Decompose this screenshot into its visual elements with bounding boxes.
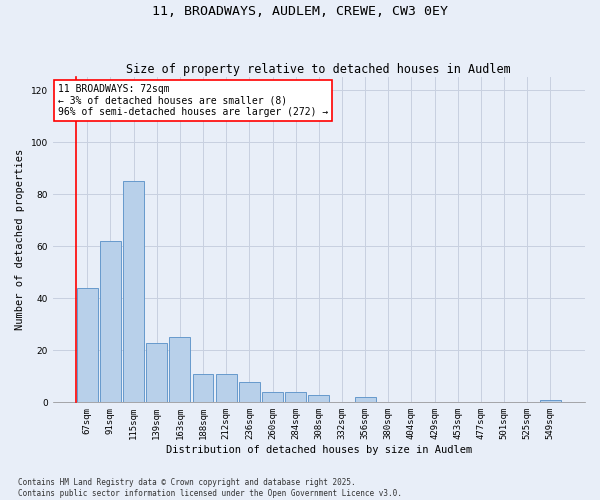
Bar xyxy=(262,392,283,402)
Bar xyxy=(239,382,260,402)
Text: Contains HM Land Registry data © Crown copyright and database right 2025.
Contai: Contains HM Land Registry data © Crown c… xyxy=(18,478,402,498)
Bar xyxy=(308,394,329,402)
Text: 11, BROADWAYS, AUDLEM, CREWE, CW3 0EY: 11, BROADWAYS, AUDLEM, CREWE, CW3 0EY xyxy=(152,5,448,18)
Bar xyxy=(355,397,376,402)
Bar xyxy=(146,342,167,402)
Bar xyxy=(285,392,306,402)
Bar xyxy=(77,288,98,403)
Bar xyxy=(216,374,236,402)
Bar xyxy=(169,338,190,402)
Bar xyxy=(100,241,121,402)
Bar xyxy=(123,181,144,402)
Bar xyxy=(193,374,214,402)
Title: Size of property relative to detached houses in Audlem: Size of property relative to detached ho… xyxy=(127,63,511,76)
X-axis label: Distribution of detached houses by size in Audlem: Distribution of detached houses by size … xyxy=(166,445,472,455)
Bar xyxy=(540,400,561,402)
Text: 11 BROADWAYS: 72sqm
← 3% of detached houses are smaller (8)
96% of semi-detached: 11 BROADWAYS: 72sqm ← 3% of detached hou… xyxy=(58,84,328,117)
Y-axis label: Number of detached properties: Number of detached properties xyxy=(15,149,25,330)
